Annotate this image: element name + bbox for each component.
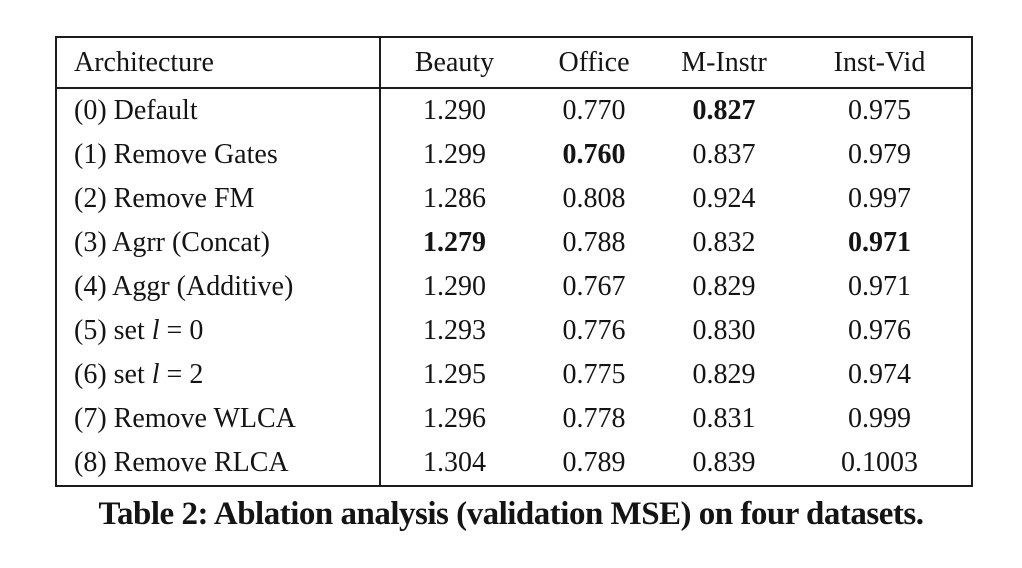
- cell-inst-vid: 0.1003: [841, 447, 918, 478]
- cell-architecture: (1) Remove Gates: [56, 133, 381, 177]
- ablation-table: Architecture Beauty Office M-Instr Inst-…: [55, 36, 973, 487]
- cell-office: 0.775: [562, 359, 626, 390]
- cell-beauty: 1.299: [423, 139, 486, 170]
- cell-office: 0.778: [562, 403, 626, 434]
- cell-beauty: 1.304: [423, 447, 486, 478]
- cell-office: 0.789: [562, 447, 626, 478]
- arch-label: (4) Aggr (Additive): [74, 271, 294, 302]
- arch-label: (0) Default: [74, 95, 198, 126]
- column-header-architecture: Architecture: [56, 37, 381, 88]
- cell-inst-vid: 0.971: [848, 227, 911, 258]
- table-row: (6) set l = 2 1.295 0.775 0.829 0.974: [56, 353, 972, 397]
- table-row: (5) set l = 0 1.293 0.776 0.830 0.976: [56, 309, 972, 353]
- cell-beauty: 1.295: [423, 359, 486, 390]
- table-row: (0) Default 1.290 0.770 0.827 0.975: [56, 88, 972, 133]
- cell-beauty: 1.293: [423, 315, 486, 346]
- cell-inst-vid: 0.979: [848, 139, 911, 170]
- cell-office: 0.760: [562, 139, 626, 170]
- cell-m-instr: 0.827: [692, 95, 756, 126]
- arch-label-suffix: = 2: [159, 359, 204, 390]
- cell-beauty: 1.286: [423, 183, 486, 214]
- cell-architecture: (5) set l = 0: [56, 309, 381, 353]
- table-row: (8) Remove RLCA 1.304 0.789 0.839 0.1003: [56, 441, 972, 486]
- cell-m-instr: 0.924: [692, 183, 756, 214]
- arch-label: (5) set: [74, 315, 152, 346]
- cell-inst-vid: 0.971: [848, 271, 911, 302]
- cell-architecture: (4) Aggr (Additive): [56, 265, 381, 309]
- arch-label: (7) Remove WLCA: [74, 403, 296, 434]
- arch-label: (8) Remove RLCA: [74, 447, 289, 478]
- column-header-beauty: Beauty: [414, 46, 495, 78]
- table-caption: Table 2: Ablation analysis (validation M…: [98, 496, 924, 532]
- cell-inst-vid: 0.976: [848, 315, 911, 346]
- cell-inst-vid: 0.975: [848, 95, 911, 126]
- table-row: (1) Remove Gates 1.299 0.760 0.837 0.979: [56, 133, 972, 177]
- table-container: Architecture Beauty Office M-Instr Inst-…: [55, 36, 973, 487]
- arch-label: (6) set: [74, 359, 152, 390]
- cell-office: 0.770: [562, 95, 626, 126]
- header-row: Architecture Beauty Office M-Instr Inst-…: [56, 37, 972, 88]
- table-row: (7) Remove WLCA 1.296 0.778 0.831 0.999: [56, 397, 972, 441]
- cell-inst-vid: 0.997: [848, 183, 911, 214]
- table-body: (0) Default 1.290 0.770 0.827 0.975 (1) …: [56, 88, 972, 486]
- cell-beauty: 1.290: [423, 95, 486, 126]
- table-row: (3) Agrr (Concat) 1.279 0.788 0.832 0.97…: [56, 221, 972, 265]
- cell-beauty: 1.279: [423, 227, 486, 258]
- column-header-office: Office: [558, 46, 630, 78]
- table-header: Architecture Beauty Office M-Instr Inst-…: [56, 37, 972, 88]
- cell-beauty: 1.290: [423, 271, 486, 302]
- arch-label: (1) Remove Gates: [74, 139, 278, 170]
- cell-m-instr: 0.830: [692, 315, 756, 346]
- cell-m-instr: 0.829: [692, 271, 756, 302]
- math-variable: l: [151, 315, 160, 346]
- cell-m-instr: 0.837: [692, 139, 756, 170]
- column-header-inst-vid: Inst-Vid: [833, 46, 926, 78]
- cell-architecture: (3) Agrr (Concat): [56, 221, 381, 265]
- arch-label-suffix: = 0: [159, 315, 204, 346]
- column-header-m-instr: M-Instr: [681, 46, 767, 78]
- cell-architecture: (2) Remove FM: [56, 177, 381, 221]
- cell-architecture: (7) Remove WLCA: [56, 397, 381, 441]
- cell-office: 0.788: [562, 227, 626, 258]
- cell-m-instr: 0.829: [692, 359, 756, 390]
- cell-beauty: 1.296: [423, 403, 486, 434]
- cell-architecture: (8) Remove RLCA: [56, 441, 381, 486]
- table-row: (4) Aggr (Additive) 1.290 0.767 0.829 0.…: [56, 265, 972, 309]
- cell-office: 0.767: [562, 271, 626, 302]
- arch-label: (2) Remove FM: [74, 183, 255, 214]
- cell-office: 0.776: [562, 315, 626, 346]
- math-variable: l: [151, 359, 160, 390]
- cell-m-instr: 0.831: [692, 403, 756, 434]
- table-row: (2) Remove FM 1.286 0.808 0.924 0.997: [56, 177, 972, 221]
- cell-inst-vid: 0.974: [848, 359, 911, 390]
- cell-architecture: (6) set l = 2: [56, 353, 381, 397]
- cell-office: 0.808: [562, 183, 626, 214]
- cell-inst-vid: 0.999: [848, 403, 911, 434]
- arch-label: (3) Agrr (Concat): [74, 227, 270, 258]
- cell-architecture: (0) Default: [56, 88, 381, 133]
- cell-m-instr: 0.832: [692, 227, 756, 258]
- cell-m-instr: 0.839: [692, 447, 756, 478]
